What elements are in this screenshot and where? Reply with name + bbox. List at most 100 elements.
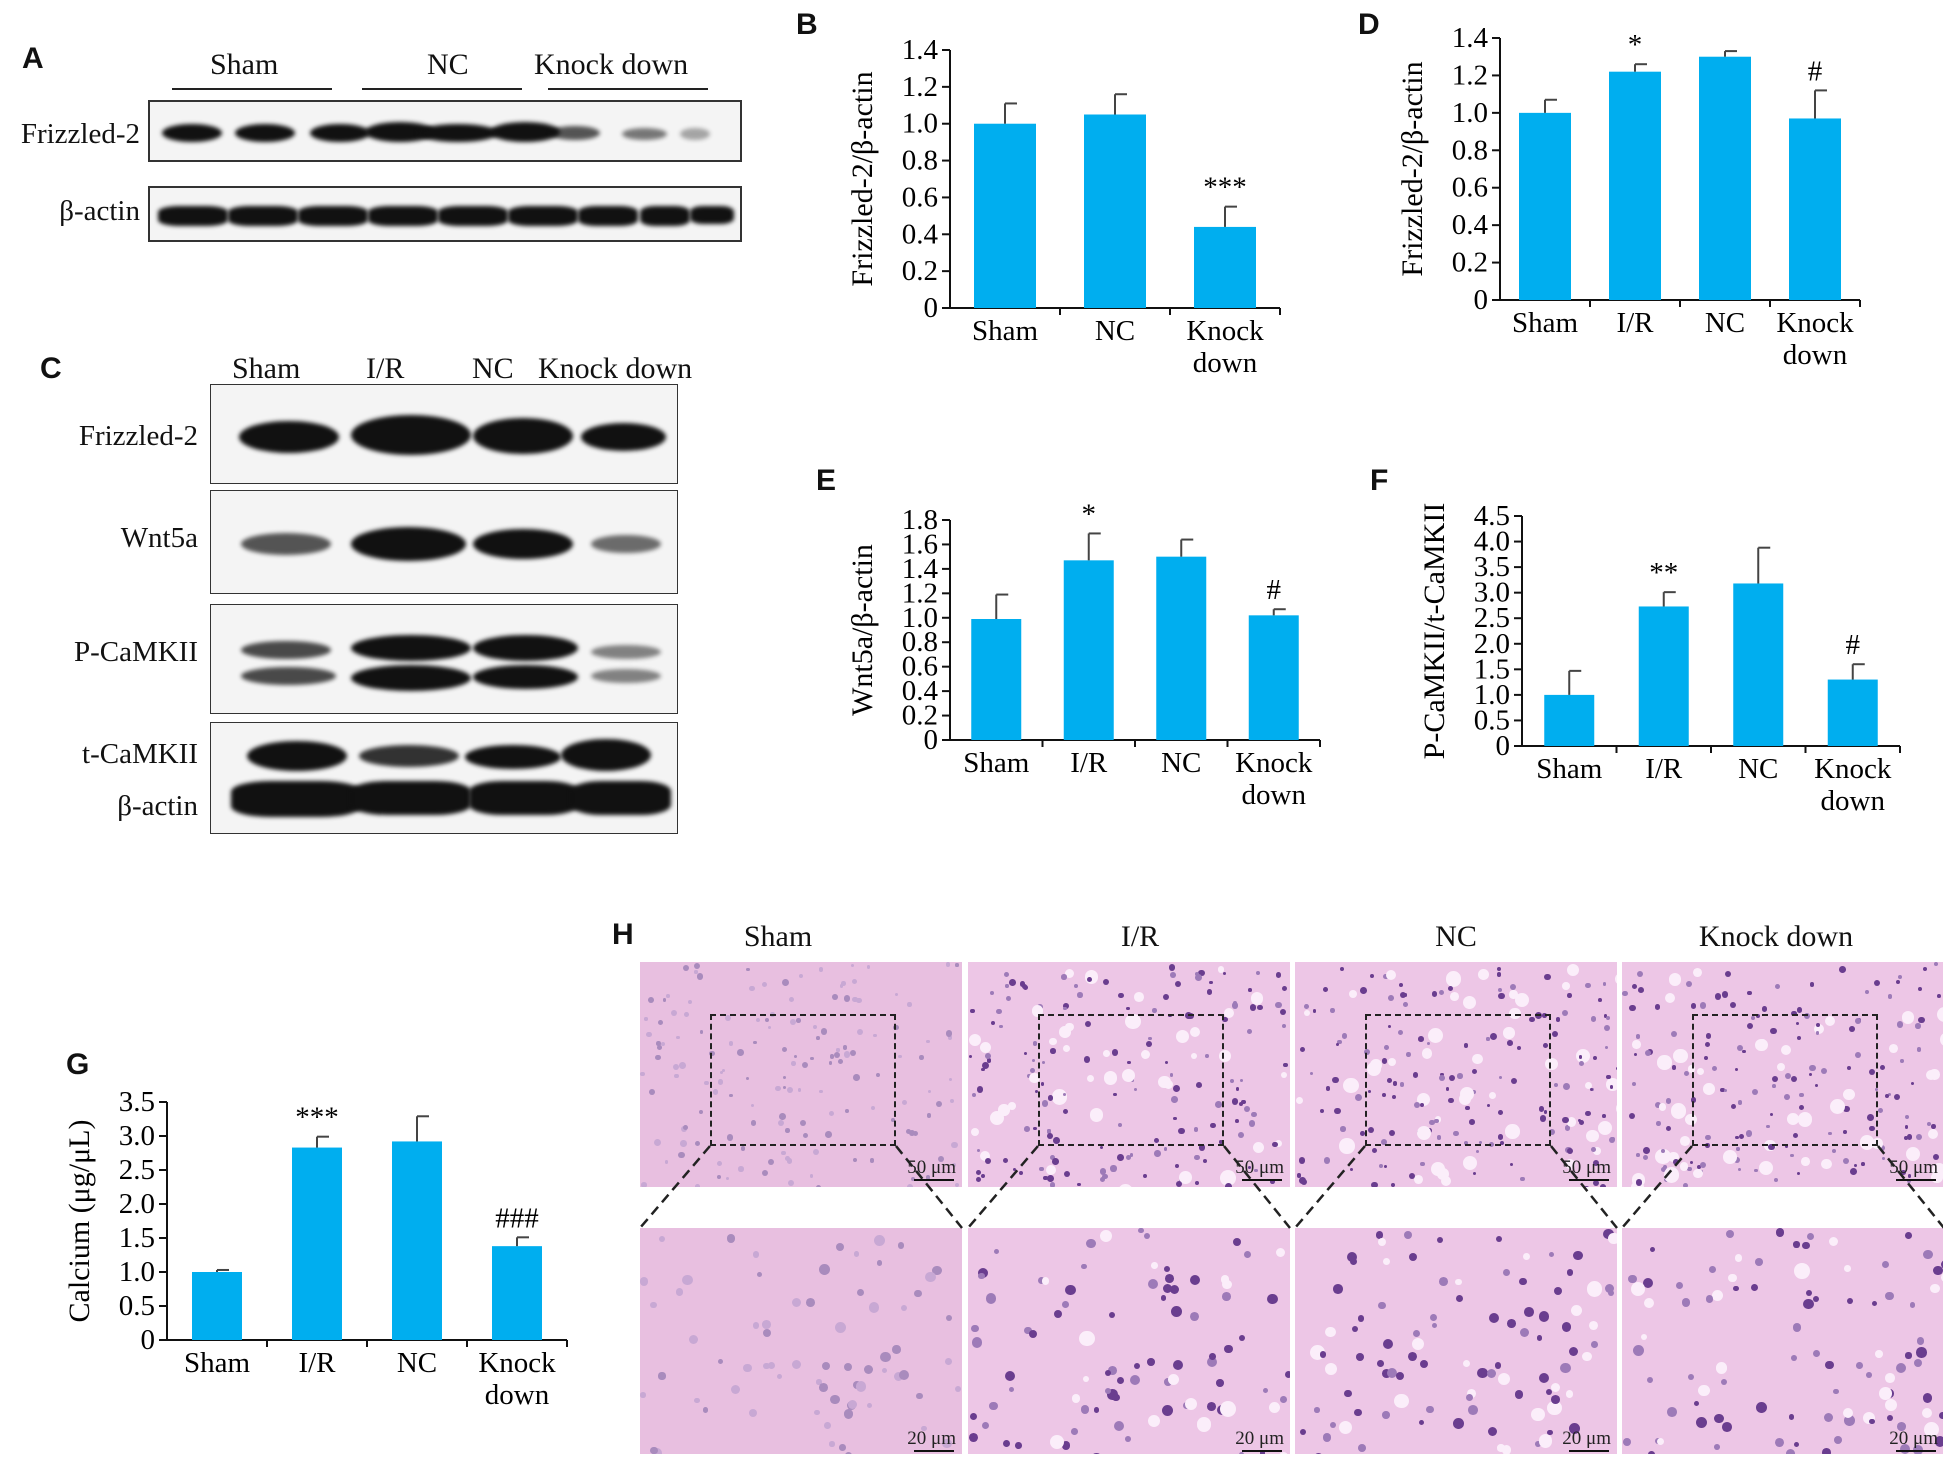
he-image-nc-zoom: 20 μm	[1295, 1228, 1617, 1454]
panel-label-e: E	[816, 464, 837, 497]
chart-g-y-tick-label-1: 0.5	[119, 1290, 155, 1322]
chart-d-bar-2	[1699, 56, 1751, 300]
chart-b: 0 0.2 0.4 0.6 0.8 1.0 1.2 1.4 Frizzled-2/β-actin…	[846, 34, 1281, 379]
blot-c-row-wnt5a: Wnt5a	[120, 522, 198, 554]
chart-g-bar-2	[392, 1141, 442, 1340]
he-scale-label: 50 μm	[907, 1157, 956, 1178]
chart-e: 00.20.40.60.81.01.21.41.61.8 Wnt5a/β-acti…	[846, 498, 1321, 811]
chart-d-y-tick-label-7: 1.4	[1452, 22, 1489, 54]
he-head-nc: NC	[1435, 920, 1477, 953]
chart-e-bar-0	[971, 619, 1022, 740]
chart-f-annotation-1: **	[1649, 557, 1678, 589]
chart-f-y-tick-label-5: 2.5	[1474, 602, 1510, 634]
chart-b-bar-2	[1194, 226, 1256, 308]
chart-f-category-label-1-0: I/R	[1645, 753, 1683, 785]
he-scale-bar	[1896, 1450, 1936, 1452]
chart-b-bar-1	[1084, 114, 1146, 308]
chart-d-y-tick-label-4: 0.8	[1452, 134, 1488, 166]
chart-e-y-tick-label-6: 1.2	[902, 577, 938, 609]
chart-b-category-label-2-0: Knock	[1186, 315, 1264, 347]
chart-d-bar-0	[1519, 112, 1571, 300]
he-scale-label: 50 μm	[1889, 1157, 1938, 1178]
chart-b-y-tick-label-6: 1.2	[902, 71, 938, 103]
panel-label-g: G	[66, 1048, 90, 1081]
panel-label-c: C	[40, 352, 62, 385]
chart-f-y-tick-label-4: 2.0	[1474, 628, 1510, 660]
he-connector-right-kd	[1877, 1145, 1943, 1229]
chart-f-category-label-3-1: down	[1821, 785, 1886, 817]
he-connector-left-nc	[1294, 1145, 1366, 1229]
blot-c-row-pcamkii: P-CaMKII	[73, 636, 198, 668]
he-scale-bar	[1569, 1179, 1609, 1181]
chart-e-annotation-1: *	[1082, 498, 1097, 530]
he-scale-bar	[1896, 1179, 1936, 1181]
blot-a-row-bactin: β-actin	[59, 195, 140, 227]
chart-e-bar-2	[1156, 556, 1207, 740]
chart-b-y-tick-label-3: 0.6	[902, 181, 938, 213]
chart-b-bar-0	[974, 123, 1036, 308]
blot-c-row-frizzled2: Frizzled-2	[78, 420, 198, 452]
chart-d-annotation-3: #	[1808, 55, 1823, 87]
he-head-sham: Sham	[743, 920, 813, 953]
chart-d-category-label-0-0: Sham	[1512, 307, 1579, 339]
he-zoom-box	[1038, 1014, 1224, 1146]
chart-e-y-tick-label-2: 0.4	[902, 675, 939, 707]
he-scale-bar	[914, 1450, 954, 1452]
chart-f-y-tick-label-0: 0	[1496, 730, 1511, 762]
he-head-kd: Knock down	[1698, 920, 1854, 953]
chart-d-y-tick-label-5: 1.0	[1452, 97, 1488, 129]
chart-g-y-tick-label-7: 3.5	[119, 1086, 155, 1118]
chart-f-y-label: P-CaMKII/t-CaMKII	[1418, 503, 1451, 760]
chart-d: 0 0.2 0.4 0.6 0.8 1.0 1.2 1.4 Frizzled-2/β-actin…	[1396, 22, 1861, 371]
chart-d-y-tick-label-3: 0.6	[1452, 172, 1488, 204]
he-head-ir: I/R	[1120, 920, 1160, 953]
he-scale-label: 20 μm	[1889, 1428, 1938, 1449]
chart-f-y-tick-label-8: 4.0	[1474, 526, 1510, 558]
chart-f: 00.51.01.52.02.53.03.54.04.5 P-CaMKII/t-C…	[1418, 500, 1901, 817]
chart-b-y-tick-label-0: 0	[924, 292, 939, 324]
chart-d-bar-3	[1789, 118, 1841, 300]
chart-f-annotation-3: #	[1846, 629, 1861, 661]
he-scale-bar	[914, 1179, 954, 1181]
he-scale-label: 50 μm	[1562, 1157, 1611, 1178]
panel-label-a: A	[22, 42, 44, 75]
blot-c-tcamkii-bactin	[210, 722, 678, 834]
chart-d-y-tick-label-1: 0.2	[1452, 247, 1488, 279]
chart-f-bar-1	[1638, 606, 1689, 746]
chart-f-y-tick-label-2: 1.0	[1474, 679, 1510, 711]
chart-e-category-label-3-1: down	[1242, 779, 1307, 811]
blot-c-group-kd: Knock down	[538, 352, 693, 385]
chart-f-y-tick-label-9: 4.5	[1474, 500, 1510, 532]
chart-b-y-label: Frizzled-2/β-actin	[846, 71, 879, 286]
chart-g-annotation-3: ###	[495, 1202, 539, 1234]
chart-f-y-tick-label-3: 1.5	[1474, 653, 1510, 685]
chart-e-y-tick-label-4: 0.8	[902, 626, 938, 658]
he-connector-left-kd	[1621, 1145, 1693, 1229]
chart-e-category-label-2-0: NC	[1161, 747, 1201, 779]
chart-g-y-tick-label-6: 3.0	[119, 1120, 155, 1152]
chart-g-category-label-1-0: I/R	[298, 1347, 336, 1379]
chart-f-category-label-0-0: Sham	[1536, 753, 1603, 785]
chart-d-y-tick-label-6: 1.2	[1452, 59, 1488, 91]
blot-a-row-frizzled2: Frizzled-2	[20, 118, 140, 150]
chart-g-category-label-0-0: Sham	[184, 1347, 251, 1379]
chart-d-bar-1	[1609, 71, 1661, 300]
chart-d-y-tick-label-0: 0	[1474, 284, 1489, 316]
chart-f-y-tick-label-7: 3.5	[1474, 551, 1510, 583]
chart-f-y-tick-label-1: 0.5	[1474, 704, 1510, 736]
chart-g-y-tick-label-0: 0	[141, 1324, 156, 1356]
panel-label-b: B	[796, 8, 818, 41]
chart-b-annotation-2: ***	[1203, 172, 1247, 204]
he-zoom-box	[1365, 1014, 1551, 1146]
chart-g-y-tick-label-3: 1.5	[119, 1222, 155, 1254]
he-image-sham-zoom: 20 μm	[640, 1228, 962, 1454]
blot-a-group-kd: Knock down	[534, 48, 689, 81]
he-connector-right-sham	[895, 1145, 963, 1229]
he-connector-right-ir	[1223, 1145, 1291, 1229]
he-scale-bar	[1569, 1450, 1609, 1452]
chart-f-bar-0	[1544, 694, 1595, 746]
blot-a-group-nc-line	[362, 88, 522, 90]
chart-g-category-label-2-0: NC	[397, 1347, 437, 1379]
chart-d-y-tick-label-2: 0.4	[1452, 209, 1489, 241]
chart-b-category-label-0-0: Sham	[972, 315, 1039, 347]
